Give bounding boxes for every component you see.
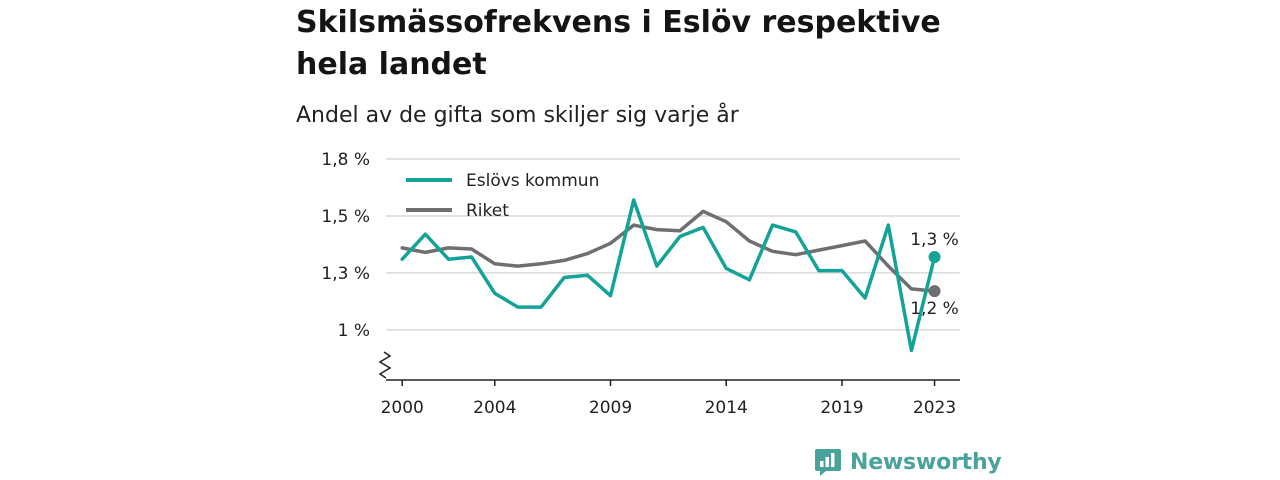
series-line-eslov xyxy=(400,198,937,353)
x-tick-label: 2014 xyxy=(705,398,748,418)
legend-label: Eslövs kommun xyxy=(466,171,599,191)
x-tick-label: 2023 xyxy=(913,398,956,418)
end-point-riket xyxy=(928,285,941,298)
series-line-riket xyxy=(400,209,937,293)
legend-label: Riket xyxy=(466,201,509,221)
axis-break-icon xyxy=(378,351,392,379)
y-tick-label: 1,8 % xyxy=(321,150,370,170)
x-axis xyxy=(378,351,960,381)
y-tick-label: 1 % xyxy=(338,321,370,341)
brand-name: Newsworthy xyxy=(850,449,1002,475)
newsworthy-logo-icon xyxy=(815,449,841,476)
x-axis-ticks: 2000 2004 2009 2014 2019 2023 xyxy=(381,380,956,418)
x-tick-label: 2000 xyxy=(381,398,424,418)
end-point-eslov xyxy=(928,250,941,263)
chart-subtitle: Andel av de gifta som skiljer sig varje … xyxy=(296,103,739,128)
x-tick-label: 2009 xyxy=(589,398,632,418)
end-labels: 1,3 % 1,2 % xyxy=(910,230,959,319)
legend: Eslövs kommun Riket xyxy=(406,171,599,221)
y-axis-ticks: 1 % 1,3 % 1,5 % 1,8 % xyxy=(321,150,370,341)
x-tick-label: 2019 xyxy=(820,398,863,418)
end-label-eslov: 1,3 % xyxy=(910,230,959,250)
end-label-riket: 1,2 % xyxy=(910,299,959,319)
line-chart: 1 %1,3 %1,5 %1,8 % 2000 2004 2009 2014 2019 2… xyxy=(321,150,960,418)
series-lines xyxy=(400,198,941,353)
newsworthy-logo: Newsworthy xyxy=(814,446,1002,478)
chart-title: Skilsmässofrekvens i Eslöv respektive he… xyxy=(296,5,941,82)
y-tick-label: 1,3 % xyxy=(321,264,370,284)
x-tick-label: 2004 xyxy=(473,398,516,418)
y-tick-label: 1,5 % xyxy=(321,207,370,227)
